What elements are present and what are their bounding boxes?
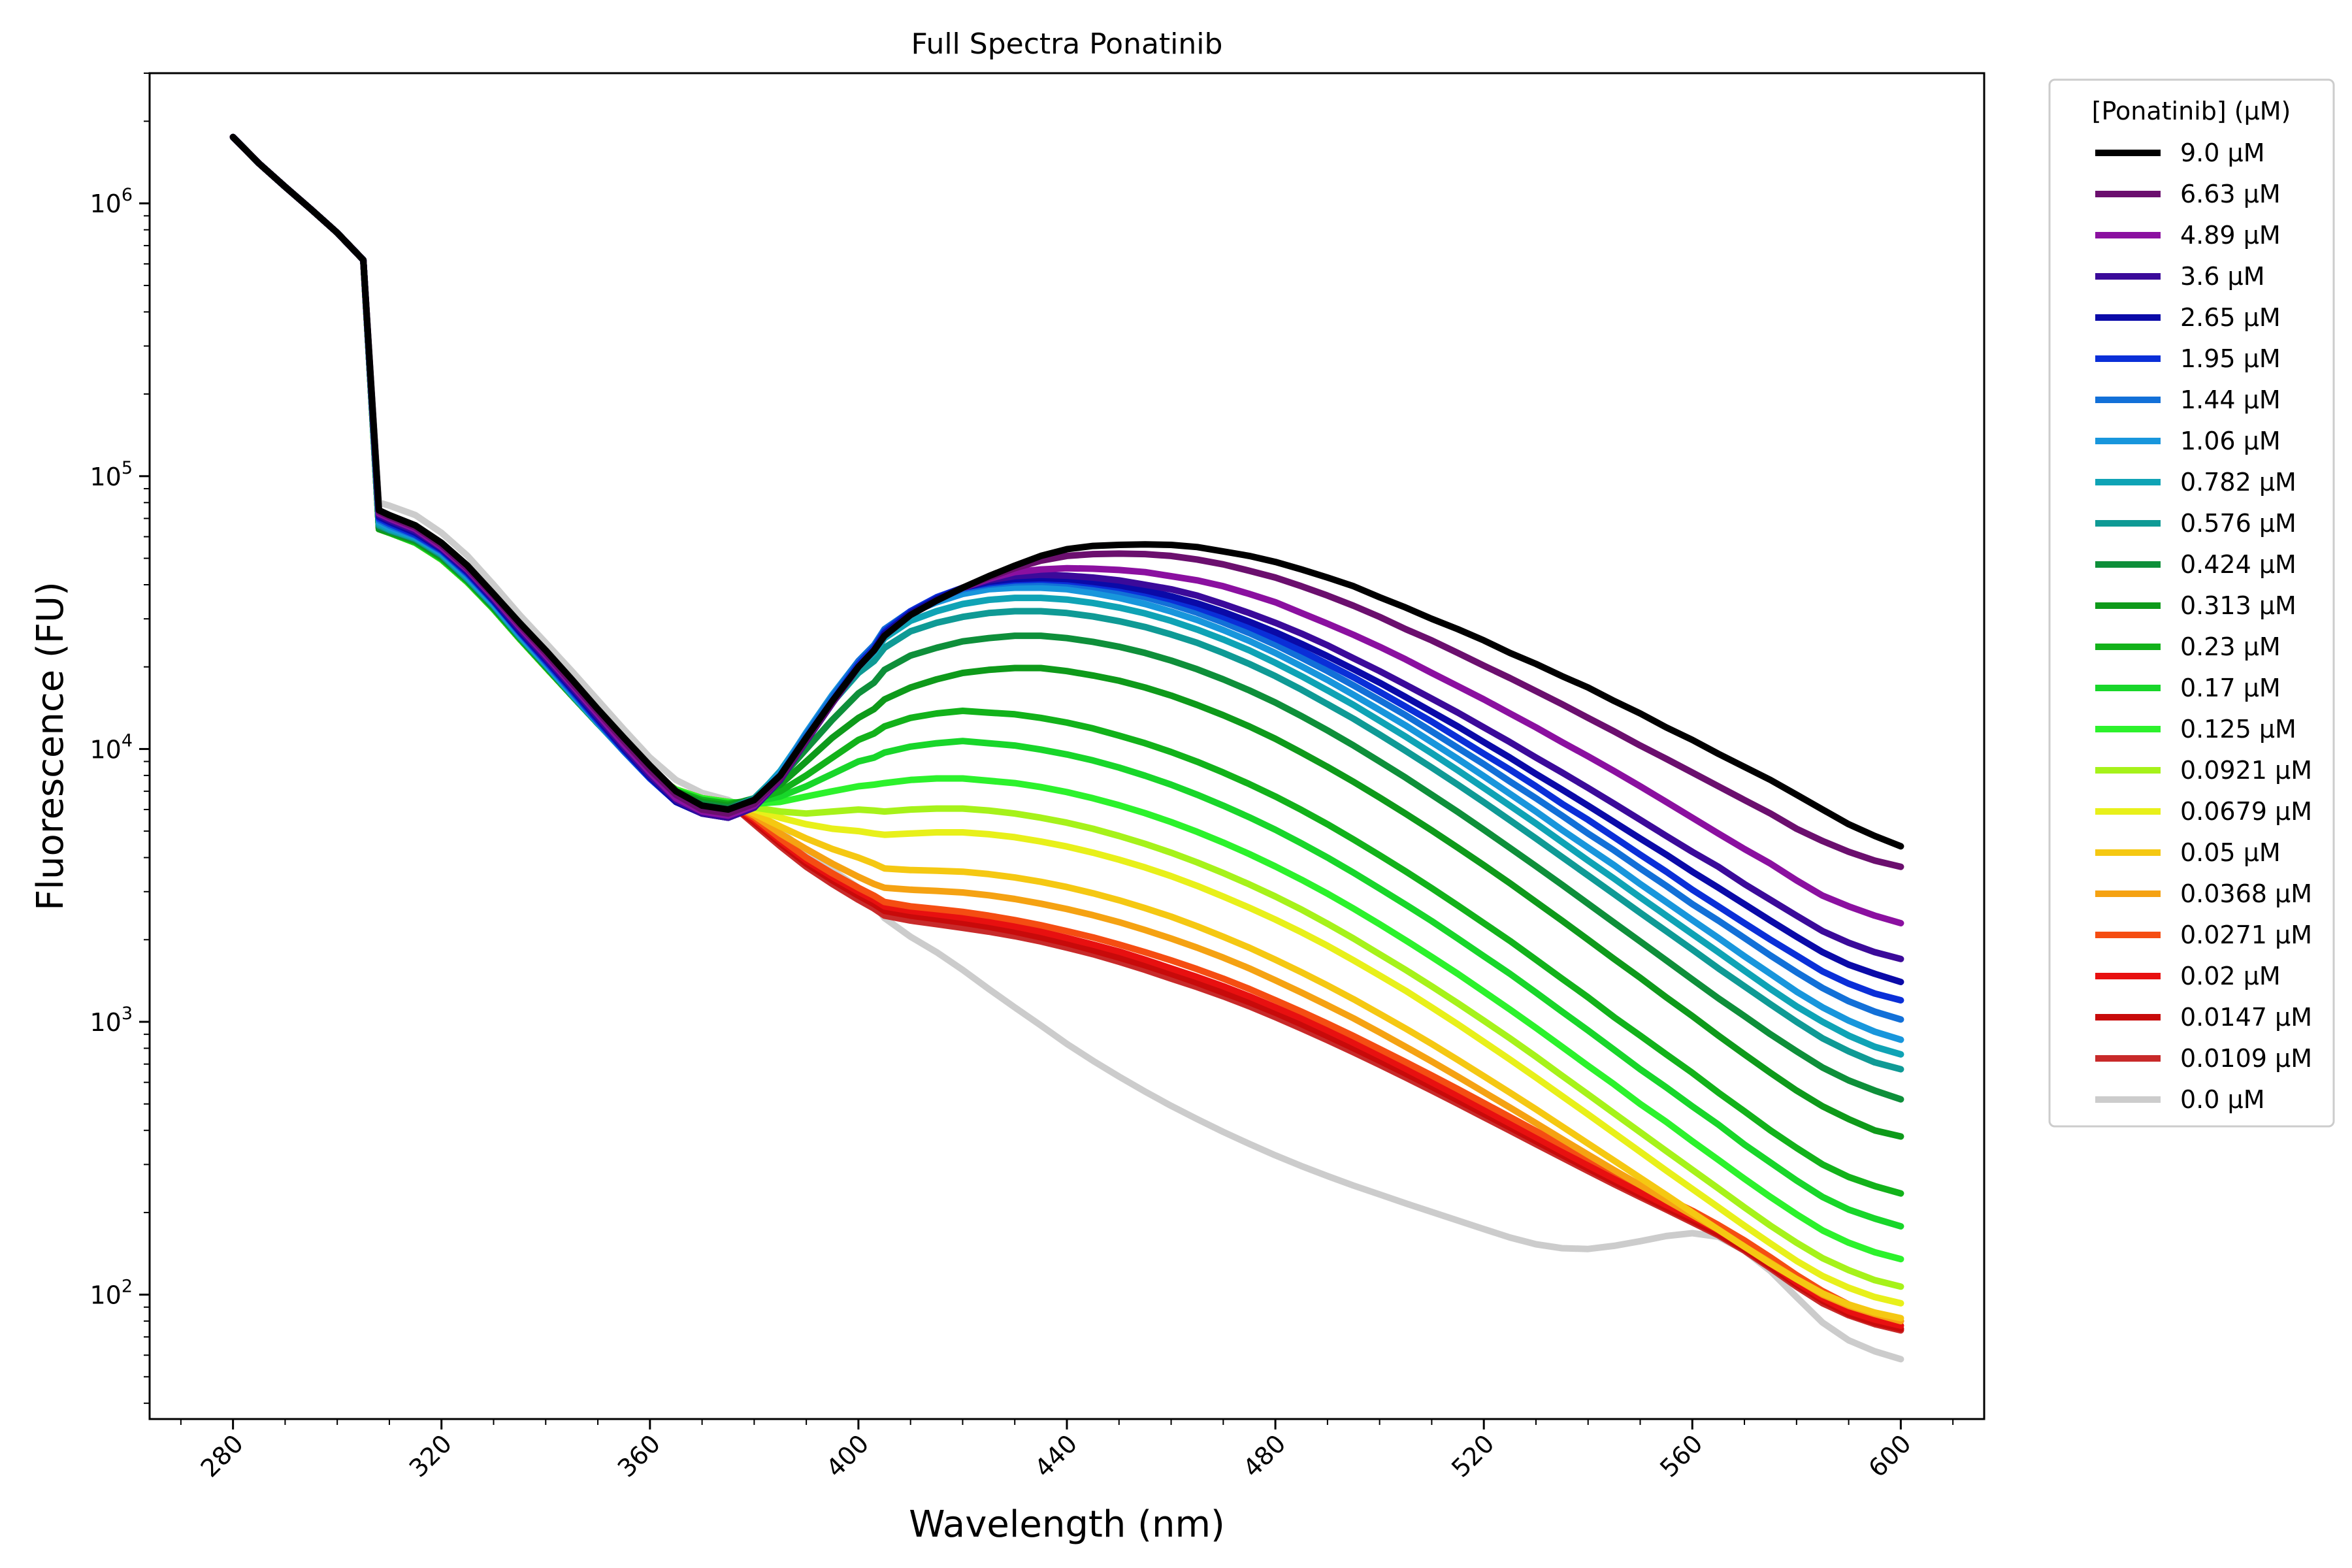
legend: [Ponatinib] (μM) 9.0 μM 6.63 μM 4.89 μM 3.6… [2048,78,2335,1128]
legend-label: 0.125 μM [2180,715,2296,743]
series-line-23 [229,133,1904,1363]
legend-label: 0.0 μM [2180,1085,2264,1114]
legend-label: 0.576 μM [2180,509,2296,538]
y-tick-label: 105 [90,458,133,491]
chart-title: Full Spectra Ponatinib [911,27,1223,61]
legend-label: 9.0 μM [2180,139,2264,167]
y-tick-label: 106 [90,185,133,218]
legend-label: 0.23 μM [2180,632,2281,661]
legend-label: 2.65 μM [2180,303,2281,332]
legend-label: 0.782 μM [2180,468,2296,497]
legend-label: 0.02 μM [2180,962,2281,990]
legend-label: 0.17 μM [2180,674,2281,702]
legend-label: 6.63 μM [2180,180,2281,208]
y-tick-label: 104 [90,730,133,764]
y-tick-label: 102 [90,1277,133,1310]
legend-label: 0.424 μM [2180,550,2296,579]
legend-label: 0.0368 μM [2180,879,2312,908]
legend-label: 0.313 μM [2180,591,2296,620]
legend-label: 1.06 μM [2180,427,2281,455]
plot-area [148,72,1985,1420]
legend-label: 0.0921 μM [2180,756,2312,785]
legend-label: 1.44 μM [2180,385,2281,414]
x-axis-label: Wavelength (nm) [909,1503,1225,1546]
legend-label: 3.6 μM [2180,262,2264,291]
legend-label: 0.0147 μM [2180,1003,2312,1032]
y-axis-label: Fluorescence (FU) [29,581,72,911]
legend-label: 0.0679 μM [2180,797,2312,826]
legend-label: 0.05 μM [2180,838,2281,867]
legend-items: 9.0 μM 6.63 μM 4.89 μM 3.6 μM 2.65 μM 1.95 μM… [2095,139,2312,1114]
y-tick-label: 103 [90,1004,133,1037]
legend-label: 4.89 μM [2180,221,2281,250]
series-lines [229,133,1904,1363]
legend-frame [2048,78,2335,1128]
legend-label: 0.0109 μM [2180,1044,2312,1073]
legend-label: 0.0271 μM [2180,921,2312,949]
legend-label: 1.95 μM [2180,344,2281,373]
legend-title: [Ponatinib] (μM) [2092,97,2291,125]
y-axis: 102 103 104 105 106 [90,73,150,1404]
series-line-0 [229,133,1904,850]
